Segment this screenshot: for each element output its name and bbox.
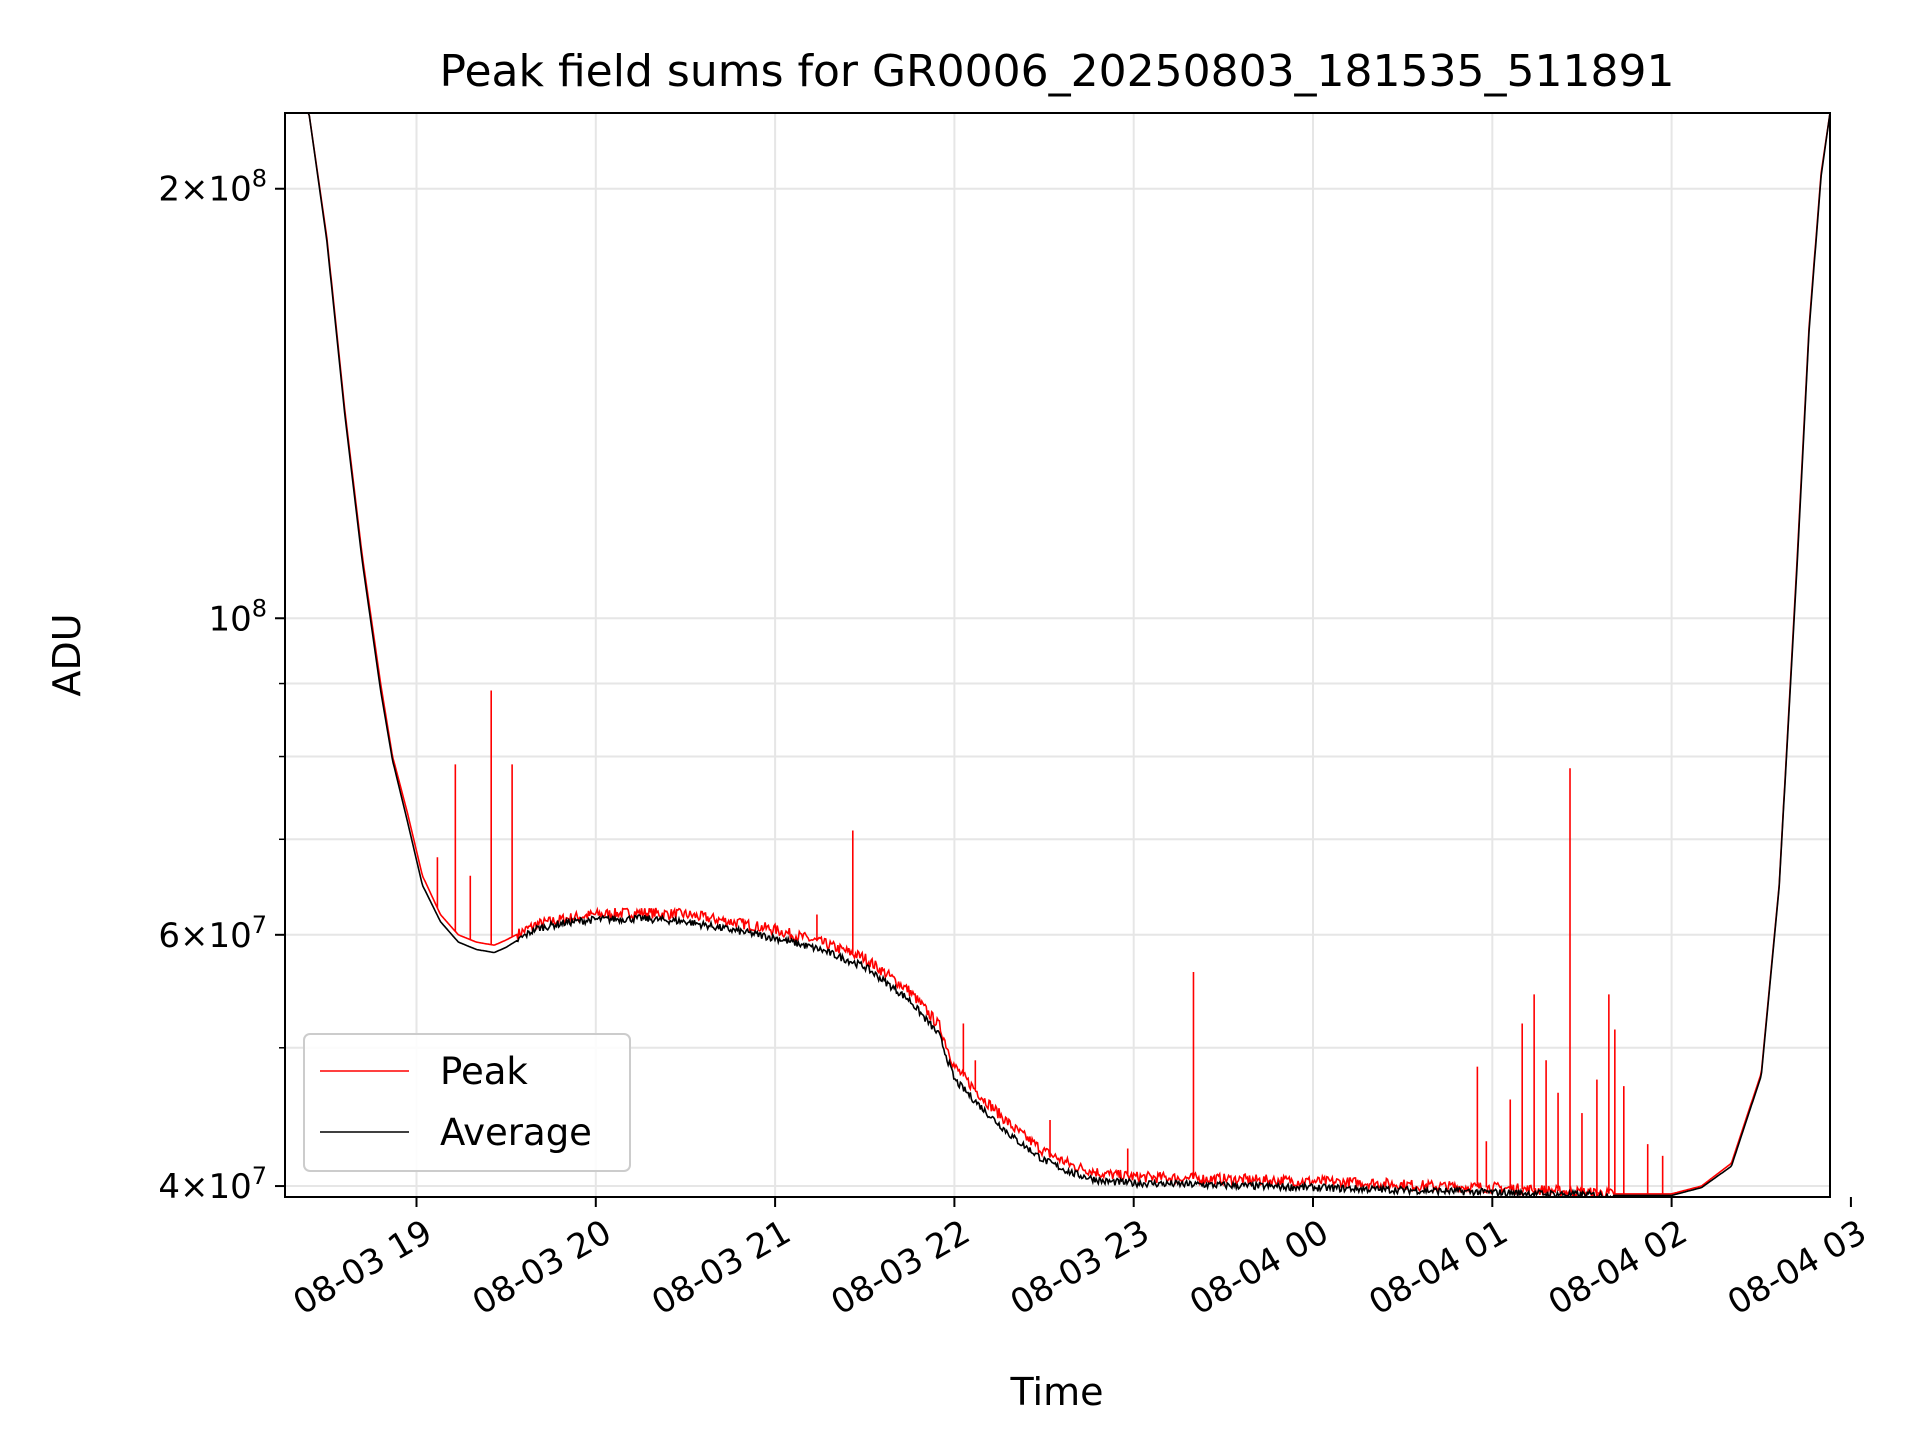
grid [285,113,1830,1197]
legend-box [303,1033,631,1172]
legend-label-average: Average [440,1111,592,1154]
y-tick-label: 2×108 [158,165,267,210]
legend-label-peak: Peak [440,1050,528,1093]
legend: Peak Average [303,1033,631,1172]
series-layer [285,113,1830,1197]
plot-frame [284,112,1831,1198]
y-tick-label: 4×107 [158,1162,267,1207]
y-tick-label: 6×107 [158,911,267,956]
x-axis-label: Time [1010,1370,1104,1414]
average-series-line [285,113,1830,1197]
y-tick-label: 108 [208,594,267,639]
y-axis-label: ADU [45,613,89,696]
chart-title: Peak field sums for GR0006_20250803_1815… [440,46,1675,97]
